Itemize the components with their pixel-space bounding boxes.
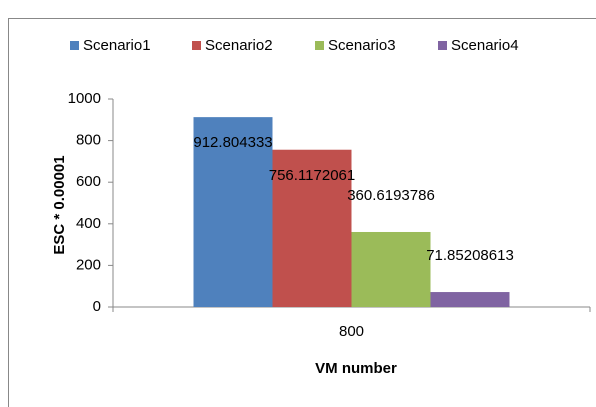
y-tick-label: 400 — [76, 215, 101, 232]
y-tick-label: 1000 — [68, 90, 101, 107]
x-axis-label: VM number — [315, 360, 397, 377]
legend-swatch — [192, 41, 201, 50]
bar — [430, 292, 510, 307]
legend-label: Scenario1 — [83, 37, 151, 54]
legend-label: Scenario3 — [328, 37, 396, 54]
legend-swatch — [315, 41, 324, 50]
y-tick-label: 800 — [76, 132, 101, 149]
y-axis-label: ESC * 0.00001 — [51, 155, 68, 254]
data-label: 71.85208613 — [426, 247, 514, 265]
y-tick-label: 0 — [93, 298, 101, 315]
legend-swatch — [70, 41, 79, 50]
data-label: 912.804333 — [193, 134, 273, 152]
legend-label: Scenario4 — [451, 37, 519, 54]
bar — [351, 231, 431, 307]
data-label: 360.6193786 — [347, 186, 435, 204]
legend-label: Scenario2 — [205, 37, 273, 54]
bar — [272, 149, 352, 307]
bar — [193, 117, 273, 308]
y-tick-label: 600 — [76, 173, 101, 190]
x-tick-label: 800 — [339, 323, 364, 340]
legend-swatch — [438, 41, 447, 50]
data-label: 756.1172061 — [268, 166, 356, 184]
y-tick-label: 200 — [76, 256, 101, 273]
